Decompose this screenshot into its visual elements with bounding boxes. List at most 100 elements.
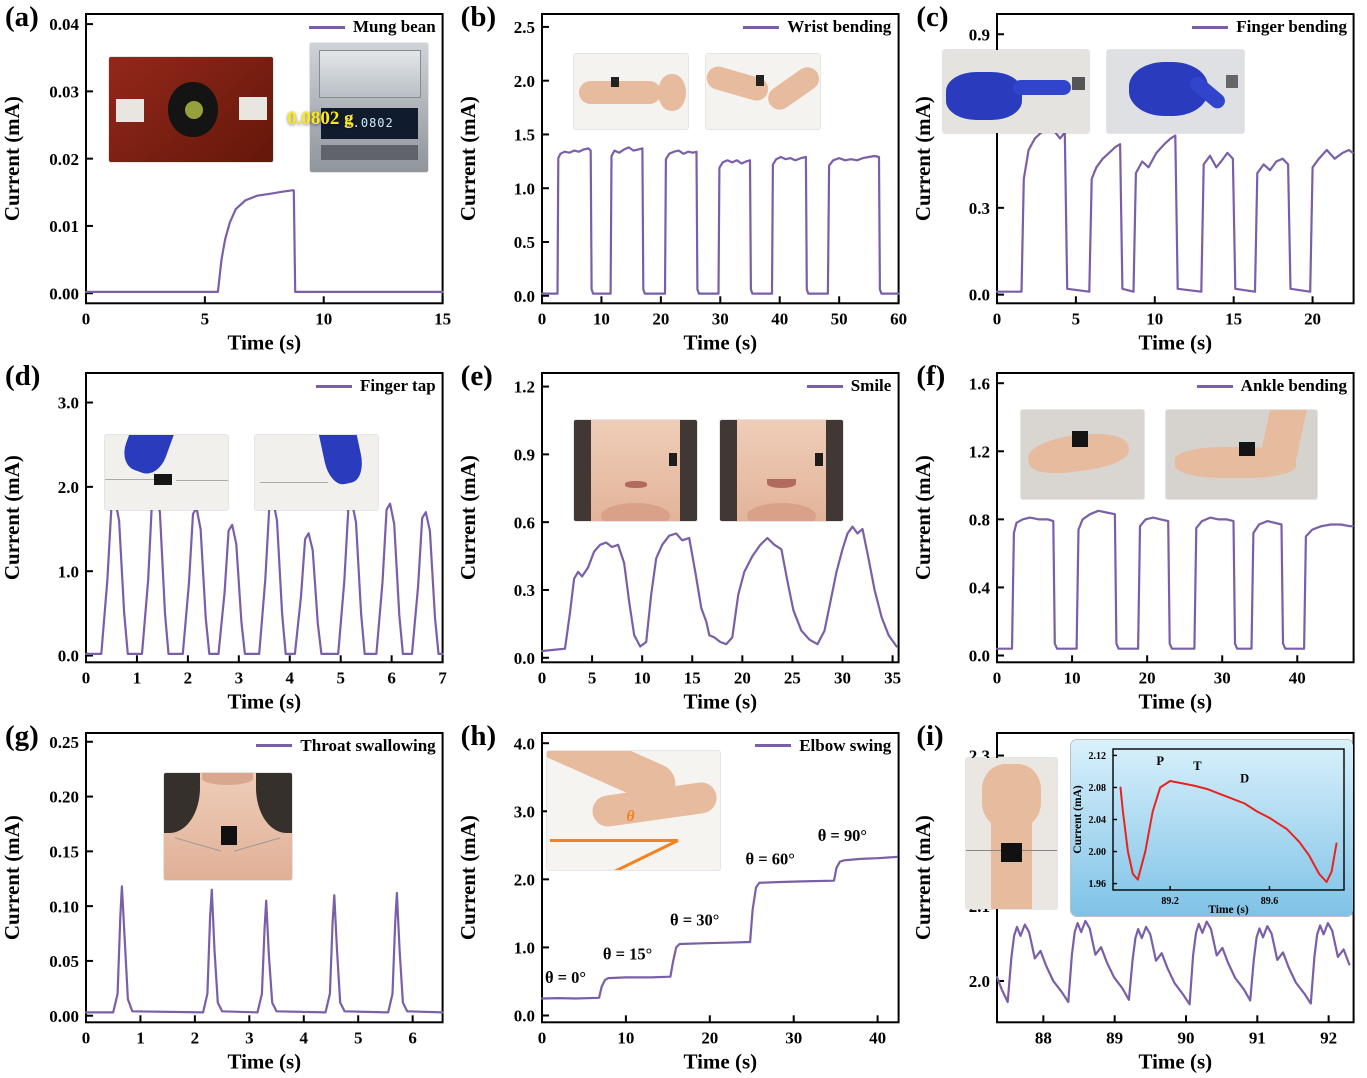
legend-line-icon bbox=[1196, 384, 1233, 388]
glove-finger-shape bbox=[118, 434, 178, 478]
x-tick-label: 60 bbox=[890, 309, 907, 328]
x-tick-label: 5 bbox=[1072, 309, 1081, 328]
cheek-sensor bbox=[814, 452, 824, 466]
x-tick-label: 50 bbox=[830, 309, 847, 328]
legend-c: Finger bending bbox=[1192, 17, 1347, 37]
x-tick-label: 5 bbox=[201, 309, 210, 328]
legend-g: Throat swallowing bbox=[256, 735, 436, 756]
panel-h: 0 10 20 30 40 0.0 1.0 2.0 3.0 4.0 Time (s) Current … bbox=[456, 719, 912, 1078]
electrode-tape-left bbox=[115, 99, 144, 123]
x-tick-label: 40 bbox=[869, 1028, 886, 1047]
inset-photo-finger-bent bbox=[1107, 50, 1244, 133]
weight-reading: 0.0802 g bbox=[287, 107, 354, 129]
x-tick-label: 0 bbox=[537, 1028, 546, 1047]
annotation: θ = 60° bbox=[745, 849, 794, 868]
hair-left bbox=[574, 420, 592, 522]
legend-label: Ankle bending bbox=[1240, 376, 1347, 396]
hair-left bbox=[719, 420, 738, 522]
y-axis-label: Current (mA) bbox=[1072, 785, 1084, 854]
y-tick-label: 3.0 bbox=[58, 394, 79, 413]
legend-b: Wrist bending bbox=[743, 17, 891, 37]
x-tick-label: 0 bbox=[993, 309, 1002, 328]
bent-hand-shape bbox=[764, 62, 821, 114]
panel-d: 0 1 2 3 4 5 6 7 0.0 1.0 2.0 3.0 Time (s) Current (mA)… bbox=[0, 359, 456, 718]
chart-e: 0 5 10 15 20 25 30 35 0.0 0.3 0.6 0.9 1.2 Time (s) Cur… bbox=[456, 372, 901, 714]
x-axis-label: Time (s) bbox=[683, 330, 757, 354]
x-tick-label: 15 bbox=[434, 309, 451, 328]
y-tick-label: 2.08 bbox=[1088, 783, 1106, 794]
x-tick-label: 3 bbox=[235, 669, 244, 688]
legend-line-icon bbox=[743, 25, 780, 29]
x-tick-label: 15 bbox=[683, 669, 700, 688]
y-axis-label: Current (mA) bbox=[911, 815, 935, 940]
x-tick-label: 25 bbox=[784, 669, 801, 688]
panel-b: 0 10 20 30 40 50 60 0.0 0.5 1.0 1.5 2.0 2.5 Time (s) C… bbox=[456, 0, 912, 359]
x-tick-label: 0 bbox=[537, 309, 546, 328]
plot-box bbox=[84, 372, 444, 664]
x-tick-label: 10 bbox=[315, 309, 332, 328]
x-axis-label: Time (s) bbox=[1139, 1049, 1213, 1073]
y-axis-label: Current (mA) bbox=[0, 456, 24, 581]
wire bbox=[260, 481, 328, 483]
y-tick-label: 1.0 bbox=[513, 938, 534, 957]
chart-a: 0 5 10 15 0.00 0.01 0.02 0.03 0.04 Time (s) Curren… bbox=[0, 13, 451, 354]
x-tick-label: 30 bbox=[785, 1028, 802, 1047]
inset-photo-face-neutral bbox=[574, 420, 698, 522]
mung-bean bbox=[184, 101, 203, 119]
x-tick-label: 2 bbox=[191, 1028, 200, 1047]
y-axis-label: Current (mA) bbox=[911, 96, 935, 221]
x-tick-label: 88 bbox=[1035, 1028, 1052, 1047]
y-tick-label: 0.0 bbox=[969, 647, 990, 666]
y-tick-label: 0.4 bbox=[969, 579, 991, 598]
inset-photo-fist bbox=[965, 758, 1058, 910]
series-line bbox=[1119, 780, 1338, 884]
y-tick-label: 4.0 bbox=[513, 734, 534, 753]
inset-photo-balance: 0.0802 bbox=[309, 43, 429, 173]
y-tick-label: 0.04 bbox=[49, 15, 79, 34]
y-tick-label: 2.04 bbox=[1088, 815, 1106, 826]
chart-h: 0 10 20 30 40 0.0 1.0 2.0 3.0 4.0 Time (s) Current … bbox=[456, 731, 900, 1073]
legend-label: Throat swallowing bbox=[300, 735, 436, 755]
x-tick-label: 0 bbox=[82, 309, 91, 328]
wire bbox=[965, 850, 1001, 852]
legend-line-icon bbox=[315, 384, 352, 388]
y-tick-label: 0.8 bbox=[969, 511, 990, 530]
x-tick-label: 2 bbox=[184, 669, 193, 688]
legend-label: Wrist bending bbox=[787, 17, 892, 36]
sensor-chip bbox=[154, 474, 173, 486]
legend-d: Finger tap bbox=[315, 376, 436, 396]
y-tick-label: 2.0 bbox=[513, 870, 534, 889]
x-tick-label: 4 bbox=[300, 1028, 309, 1047]
x-tick-label: 5 bbox=[587, 669, 596, 688]
glove-finger-shape bbox=[1013, 80, 1072, 95]
x-tick-label: 6 bbox=[408, 1028, 417, 1047]
x-tick-label: 20 bbox=[733, 669, 750, 688]
y-axis-label: Current (mA) bbox=[456, 815, 480, 940]
y-tick-label: 0.00 bbox=[49, 1006, 79, 1025]
x-tick-label: 92 bbox=[1320, 1028, 1337, 1047]
annotation: θ = 90° bbox=[817, 826, 866, 845]
sensor-chip bbox=[1226, 75, 1239, 89]
y-tick-label: 0.0 bbox=[513, 287, 534, 306]
y-tick-label: 2.12 bbox=[1088, 751, 1106, 762]
y-tick-label: 2.0 bbox=[513, 72, 534, 91]
x-tick-label: 15 bbox=[1225, 309, 1242, 328]
wire bbox=[104, 478, 154, 480]
fist-shape bbox=[658, 73, 686, 112]
series-line bbox=[996, 119, 1355, 293]
plot-box bbox=[540, 372, 900, 664]
hair-right bbox=[825, 420, 843, 522]
y-tick-label: 0.0 bbox=[513, 649, 534, 668]
y-tick-label: 2.0 bbox=[58, 478, 79, 497]
series-line bbox=[540, 525, 898, 653]
x-tick-label: 20 bbox=[652, 309, 669, 328]
sensor-chip bbox=[1071, 76, 1085, 90]
chart-g: 0 1 2 3 4 5 6 0.00 0.05 0.10 0.15 0.20 0.25 Time (s) C… bbox=[0, 731, 444, 1073]
y-tick-label: 0.3 bbox=[513, 581, 534, 600]
y-tick-label: 0.0 bbox=[513, 1006, 534, 1025]
legend-line-icon bbox=[806, 384, 843, 388]
y-tick-label: 2.5 bbox=[513, 18, 534, 37]
chart-b: 0 10 20 30 40 50 60 0.0 0.5 1.0 1.5 2.0 2.5 Time (s) C… bbox=[456, 13, 907, 354]
